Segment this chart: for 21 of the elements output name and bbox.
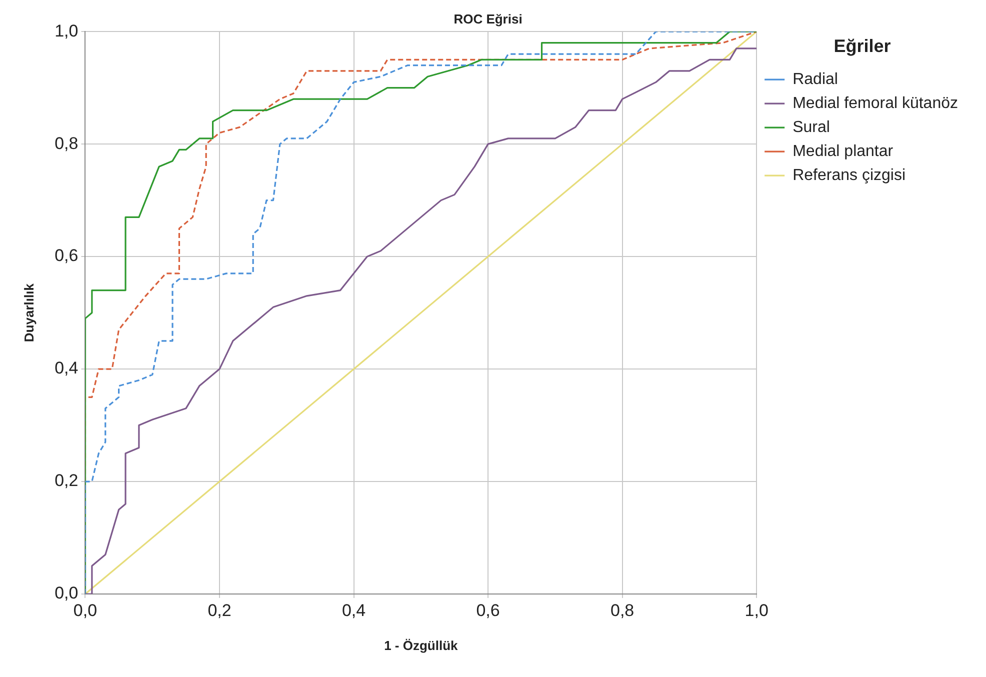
x-axis-title: 1 - Özgüllük bbox=[384, 638, 459, 653]
y-tick-label: 0,6 bbox=[54, 246, 78, 266]
chart-title: ROC Eğrisi bbox=[454, 11, 522, 26]
x-tick-label: 0,8 bbox=[610, 600, 634, 620]
y-tick-label: 0,8 bbox=[54, 134, 78, 153]
legend-label: Medial plantar bbox=[792, 143, 894, 160]
x-tick-label: 0,2 bbox=[208, 600, 232, 620]
y-tick-label: 0,2 bbox=[54, 471, 78, 490]
y-tick-label: 1,0 bbox=[54, 21, 78, 40]
y-tick-label: 0,4 bbox=[54, 358, 78, 378]
y-tick-label: 0,0 bbox=[54, 584, 78, 603]
y-axis-title: Duyarlılık bbox=[21, 282, 36, 342]
legend-label: Referans çizgisi bbox=[792, 167, 906, 184]
x-tick-label: 0,6 bbox=[476, 600, 500, 620]
x-tick-label: 0,0 bbox=[73, 600, 98, 620]
x-tick-label: 0,4 bbox=[342, 600, 366, 620]
legend-label: Sural bbox=[792, 119, 830, 136]
x-tick-label: 1,0 bbox=[744, 600, 768, 620]
legend-label: Radial bbox=[792, 71, 838, 88]
legend-label: Medial femoral kütanöz bbox=[792, 95, 958, 112]
legend-title: Eğriler bbox=[834, 36, 891, 56]
